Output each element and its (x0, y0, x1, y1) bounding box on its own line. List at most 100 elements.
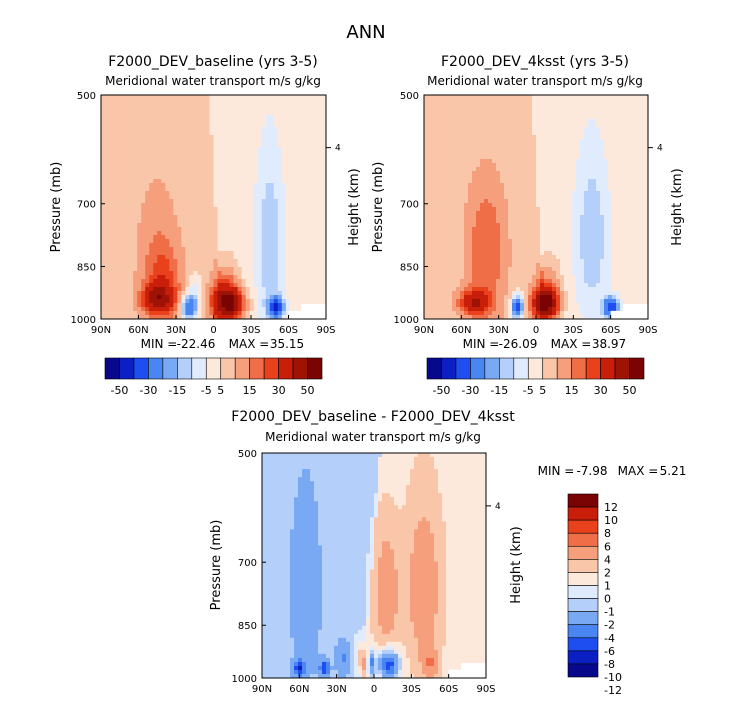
heatmap-cell (133, 143, 138, 148)
heatmap-cell (149, 223, 154, 228)
heatmap-cell (289, 147, 295, 152)
heatmap-cell (616, 167, 621, 172)
heatmap-cell (261, 303, 267, 308)
heatmap-cell (237, 155, 243, 160)
heatmap-cell (157, 135, 162, 140)
heatmap-cell (149, 103, 154, 108)
heatmap-cell (217, 271, 222, 276)
heatmap-cell (520, 171, 525, 176)
heatmap-cell (644, 127, 649, 132)
heatmap-cell (225, 291, 230, 296)
heatmap-cell (233, 291, 239, 296)
heatmap-cell (221, 215, 226, 220)
heatmap-cell (289, 179, 295, 184)
heatmap-cell (289, 263, 295, 268)
heatmap-cell (576, 115, 581, 120)
heatmap-cell (520, 111, 525, 116)
heatmap-cell (181, 263, 186, 268)
heatmap-cell (137, 167, 142, 172)
heatmap-cell (233, 127, 239, 132)
heatmap-cell (193, 171, 198, 176)
heatmap-cell (584, 211, 589, 216)
heatmap-cell (249, 267, 255, 272)
heatmap-cell (293, 263, 299, 268)
heatmap-cell (169, 115, 174, 120)
heatmap-cell (137, 171, 142, 176)
heatmap-cell (225, 135, 230, 140)
heatmap-cell (293, 135, 299, 140)
heatmap-cell (584, 203, 589, 208)
heatmap-cell (117, 179, 122, 184)
heatmap-cell (185, 235, 190, 240)
heatmap-cell (173, 115, 178, 120)
heatmap-cell (548, 203, 553, 208)
heatmap-cell (105, 235, 110, 240)
heatmap-cell (436, 143, 441, 148)
heatmap-cell (636, 123, 641, 128)
heatmap-cell (432, 179, 437, 184)
heatmap-cell (440, 187, 445, 192)
heatmap-cell (137, 119, 142, 124)
heatmap-cell (428, 103, 433, 108)
heatmap-cell (113, 151, 118, 156)
heatmap-cell (612, 159, 617, 164)
heatmap-cell (105, 135, 110, 140)
heatmap-cell (169, 303, 174, 308)
heatmap-cell (289, 143, 295, 148)
heatmap-cell (289, 127, 295, 132)
heatmap-cell (153, 279, 158, 284)
heatmap-cell (277, 227, 283, 232)
heatmap-cell (492, 147, 497, 152)
heatmap-cell (273, 219, 279, 224)
heatmap-cell (213, 107, 218, 112)
heatmap-cell (492, 143, 497, 148)
heatmap-cell (460, 183, 465, 188)
heatmap-cell (117, 303, 122, 308)
heatmap-cell (576, 147, 581, 152)
heatmap-cell (504, 215, 509, 220)
heatmap-cell (305, 207, 311, 212)
heatmap-cell (636, 167, 641, 172)
heatmap-cell (580, 179, 585, 184)
heatmap-cell (544, 211, 549, 216)
heatmap-cell (301, 239, 307, 244)
heatmap-cell (548, 175, 553, 180)
heatmap-cell (588, 155, 593, 160)
heatmap-cell (149, 179, 154, 184)
heatmap-cell (640, 111, 645, 116)
heatmap-cell (237, 235, 243, 240)
heatmap-cell (133, 231, 138, 236)
heatmap-cell (440, 171, 445, 176)
heatmap-cell (456, 99, 461, 104)
heatmap-cell (225, 275, 230, 280)
heatmap-cell (133, 159, 138, 164)
heatmap-cell (572, 191, 577, 196)
heatmap-cell (157, 203, 162, 208)
heatmap-cell (201, 135, 206, 140)
heatmap-cell (229, 123, 234, 128)
heatmap-cell (277, 315, 283, 320)
heatmap-cell (233, 259, 239, 264)
heatmap-cell (129, 271, 134, 276)
heatmap-cell (289, 207, 295, 212)
heatmap-cell (217, 139, 222, 144)
heatmap-cell (492, 171, 497, 176)
heatmap-cell (149, 263, 154, 268)
heatmap-cell (169, 111, 174, 116)
heatmap-cell (289, 151, 295, 156)
heatmap-cell (309, 147, 315, 152)
heatmap-cell (233, 279, 239, 284)
heatmap-cell (129, 111, 134, 116)
heatmap-cell (181, 231, 186, 236)
heatmap-cell (492, 115, 497, 120)
heatmap-cell (444, 175, 449, 180)
heatmap-cell (237, 299, 243, 304)
heatmap-cell (245, 295, 251, 300)
heatmap-cell (297, 179, 303, 184)
heatmap-cell (436, 199, 441, 204)
heatmap-cell (225, 235, 230, 240)
heatmap-cell (444, 223, 449, 228)
heatmap-cell (221, 211, 226, 216)
heatmap-cell (293, 203, 299, 208)
heatmap-cell (476, 163, 481, 168)
